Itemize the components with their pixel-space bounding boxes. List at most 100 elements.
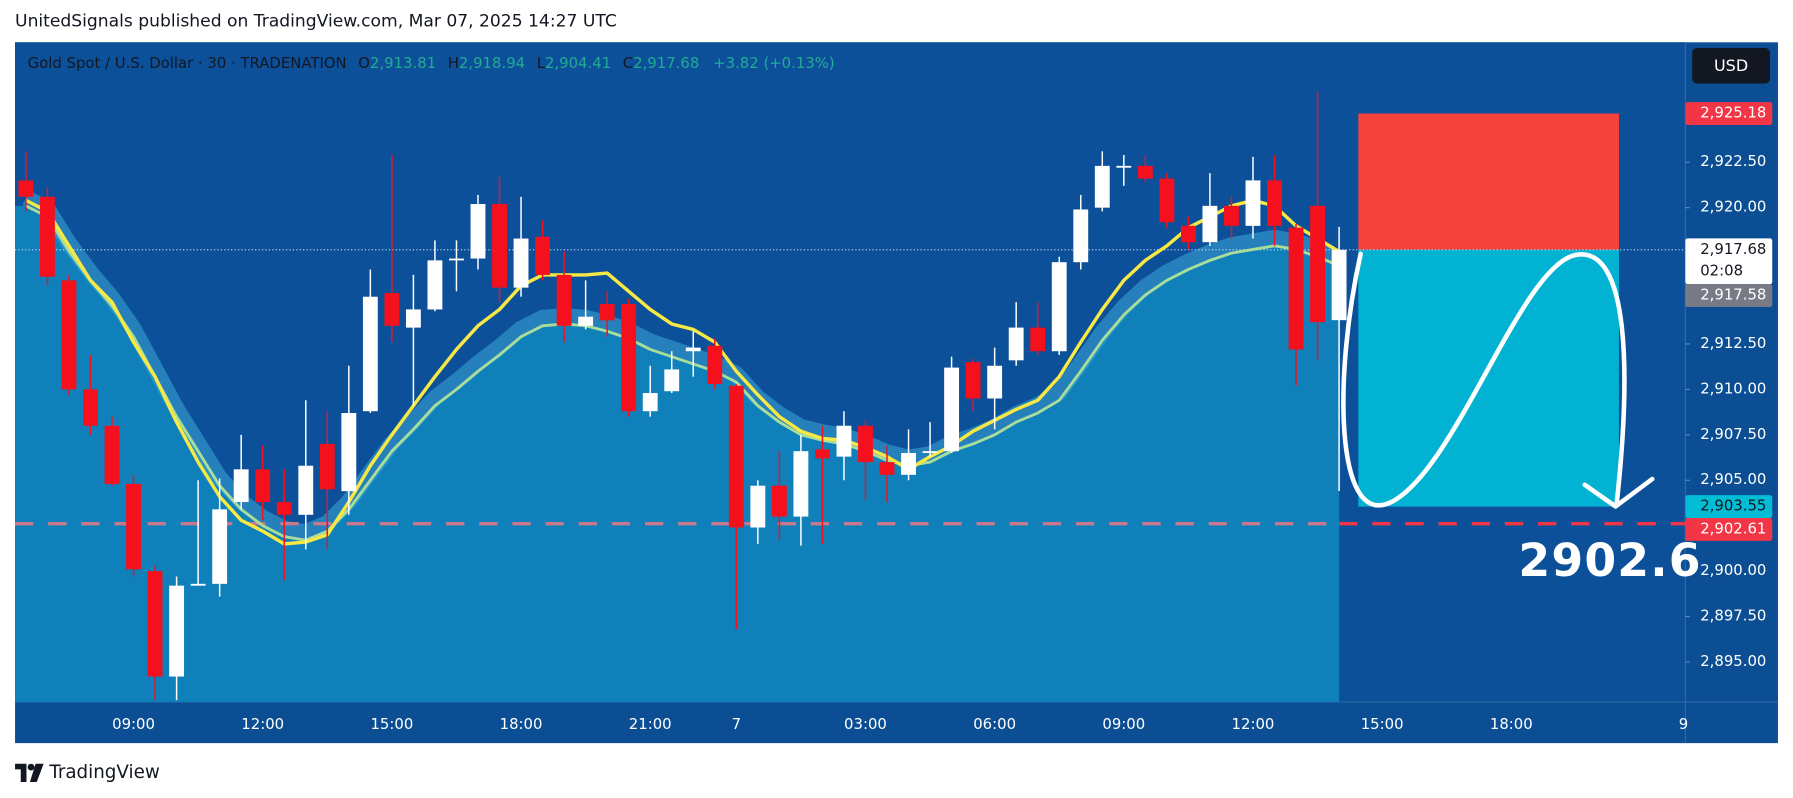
candle-body (492, 204, 507, 288)
y-tick-label: 2,907.50 (1700, 425, 1766, 443)
x-tick-label: 15:00 (370, 715, 413, 733)
candle-body (61, 280, 77, 390)
ohlc-value: 2,904.41 (545, 54, 611, 72)
x-tick-label: 12:00 (1232, 715, 1275, 733)
logo-bar (15, 763, 27, 782)
candle-body (578, 316, 594, 326)
currency-button[interactable] (1692, 48, 1770, 84)
candle-body (1288, 227, 1304, 350)
candle-body (901, 453, 916, 475)
candle-body (1180, 225, 1196, 243)
currency-label[interactable]: USD (1714, 56, 1748, 75)
x-tick-label: 15:00 (1361, 715, 1404, 733)
candle-body (1137, 165, 1153, 179)
logo-dot (27, 763, 35, 771)
y-tick-label: 2,895.00 (1700, 652, 1766, 670)
logo-slant (29, 763, 44, 782)
candle-body (728, 385, 744, 528)
price-change: +3.82 (+0.13%) (713, 54, 835, 72)
tradingview-logo (15, 763, 44, 782)
candle-body (83, 389, 98, 426)
y-tick-label: 2,912.50 (1700, 334, 1766, 352)
symbol-name: Gold Spot / U.S. Dollar · 30 · TRADENATI… (28, 54, 347, 72)
candle-body (341, 413, 357, 492)
candle-body (1159, 178, 1175, 223)
candle-body (1202, 205, 1218, 243)
y-tick-label: 2,900.00 (1700, 561, 1766, 579)
candle-body (126, 483, 141, 570)
candle-body (362, 296, 378, 412)
candle-body (233, 469, 249, 503)
price-tag-label: 2,925.18 (1700, 104, 1766, 122)
candle-body (1310, 205, 1325, 323)
x-tick-label: 18:00 (1490, 715, 1533, 733)
candle-body (39, 196, 55, 277)
price-tag-countdown: 02:08 (1700, 262, 1743, 280)
candle-body (276, 502, 292, 515)
x-tick-label: 03:00 (844, 715, 887, 733)
candle-body (1116, 165, 1132, 168)
drawn-arrow-curve (1341, 251, 1627, 508)
candle-body (1008, 327, 1024, 361)
x-tick-label: 7 (732, 715, 741, 733)
candle-body (405, 309, 421, 328)
x-tick-label: 9 (1679, 715, 1688, 733)
candle-body (858, 425, 873, 463)
candle-body (944, 367, 960, 452)
ema-cloud (15, 205, 1340, 702)
candle-body (664, 369, 680, 392)
stop-zone (1358, 113, 1619, 250)
price-tag (1685, 518, 1773, 541)
candle-body (1267, 180, 1282, 226)
y-tick-label: 2,910.00 (1700, 379, 1766, 397)
candle-body (319, 443, 335, 490)
candle-body (642, 393, 658, 412)
candle-body (987, 365, 1003, 399)
y-tick-label: 2,922.50 (1700, 152, 1766, 170)
x-tick-label: 12:00 (241, 715, 284, 733)
candle-body (1224, 205, 1239, 226)
y-tick-label: 2,897.50 (1700, 607, 1766, 625)
candle-body (836, 425, 852, 457)
price-tag-label: 2,917.68 (1700, 240, 1766, 258)
target-zone (1358, 249, 1619, 507)
ohlc-value: 2,917.68 (633, 54, 699, 72)
y-tick-label: 2,920.00 (1700, 198, 1766, 216)
ohlc-value: 2,913.81 (370, 54, 436, 72)
moving-average-line (25, 198, 1340, 546)
candle-body (147, 571, 163, 677)
y-tick-label: 2,905.00 (1700, 470, 1766, 488)
ohlc-letter: O (358, 54, 370, 72)
ohlc-letter: L (537, 54, 546, 72)
drawn-arrow-head (1582, 476, 1655, 509)
candle-body (621, 303, 637, 412)
candle-body (470, 204, 486, 259)
ohlc-letter: H (448, 54, 459, 72)
candle-body (169, 585, 185, 677)
candle-body (814, 449, 830, 459)
price-tag (1685, 102, 1773, 125)
candle-body (793, 451, 809, 517)
candle-body (922, 451, 938, 454)
x-tick-label: 06:00 (973, 715, 1016, 733)
candle-body (104, 425, 120, 484)
candle-body (750, 485, 766, 528)
ohlc-letter: C (623, 54, 633, 72)
candle-body (599, 303, 615, 321)
moving-average-line (25, 204, 1340, 542)
candle-body (535, 236, 550, 275)
candle-body (298, 465, 314, 515)
price-tag (1685, 495, 1773, 519)
candle-body (1030, 327, 1046, 352)
candle-body (1051, 262, 1067, 352)
marks-layer: 2,895.00 2,897.50 2,900.00 2,905.00 2,907.50… (15, 91, 1773, 733)
candle-body (513, 238, 529, 288)
candle-body (384, 293, 400, 326)
candle-body (685, 347, 701, 352)
x-tick-label: 09:00 (112, 715, 155, 733)
candle-body (707, 345, 723, 384)
symbol-legend: Gold Spot / U.S. Dollar · 30 · TRADENATI… (28, 54, 835, 72)
price-annotation: 2902.6 (1518, 534, 1701, 587)
